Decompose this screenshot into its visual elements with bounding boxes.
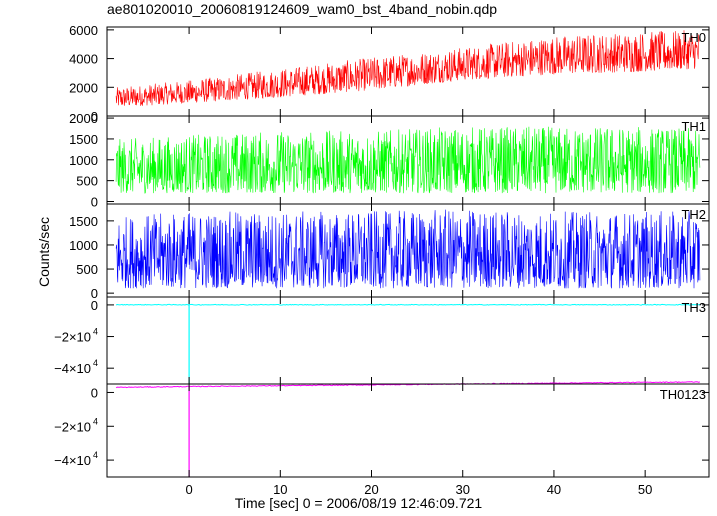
th0-panel-frame (106, 26, 710, 117)
th0123-ytick-label: 0 (91, 385, 98, 400)
th2-ytick-label: 500 (76, 262, 98, 277)
th0123-series-line (115, 381, 701, 389)
th0123-ytick-label: −4×10 (54, 453, 91, 468)
xtick-label: 40 (547, 482, 561, 497)
th3-ytick-label: 0 (91, 298, 98, 313)
th1-ytick-label: 1500 (69, 132, 98, 147)
th1-ytick-label: 2000 (69, 111, 98, 126)
th1-ytick-label: 500 (76, 174, 98, 189)
th0-panel-label: TH0 (681, 30, 706, 45)
th1-ytick-label: 0 (91, 194, 98, 209)
th0-ytick-label: 6000 (69, 23, 98, 38)
th2-series-line (115, 209, 701, 289)
xtick-label: 10 (273, 482, 287, 497)
th0123-ytick-exponent: 4 (93, 416, 98, 426)
th1-panel-label: TH1 (681, 119, 706, 134)
th1-series-line (115, 126, 701, 194)
th0123-panel-frame (106, 383, 710, 478)
th2-panel-label: TH2 (681, 207, 706, 222)
th1-ytick-label: 1000 (69, 153, 98, 168)
th0123-ytick-exponent: 4 (93, 450, 98, 460)
xtick-label: 30 (455, 482, 469, 497)
th2-ytick-label: 1500 (69, 214, 98, 229)
th0-series-line (115, 30, 701, 106)
th3-panel-frame (106, 296, 710, 385)
th2-ytick-label: 0 (91, 286, 98, 301)
xtick-label: 0 (185, 482, 192, 497)
th0-ytick-label: 2000 (69, 80, 98, 95)
th0123-ytick-label: −2×10 (54, 419, 91, 434)
th0123-panel-label: TH0123 (660, 387, 706, 402)
th3-series-line (115, 303, 700, 306)
th3-panel-label: TH3 (681, 300, 706, 315)
th0-ytick-label: 4000 (69, 52, 98, 67)
th3-ytick-label: −4×10 (54, 361, 91, 376)
th3-ytick-label: −2×10 (54, 330, 91, 345)
th2-ytick-label: 1000 (69, 238, 98, 253)
chart-title: ae801020010_20060819124609_wam0_bst_4ban… (107, 1, 498, 17)
th3-ytick-exponent: 4 (93, 358, 98, 368)
th0-ytick-label: 0 (91, 109, 98, 124)
th3-ytick-exponent: 4 (93, 327, 98, 337)
x-axis-label: Time [sec] 0 = 2006/08/19 12:46:09.721 (234, 495, 483, 511)
xtick-label: 50 (638, 482, 652, 497)
xtick-label: 20 (364, 482, 378, 497)
